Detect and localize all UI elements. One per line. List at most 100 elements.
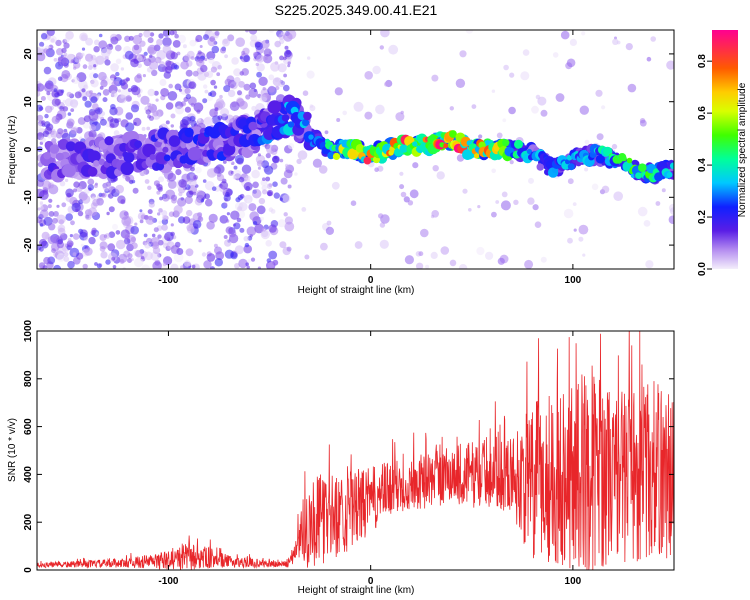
spectrogram-cell	[188, 81, 197, 90]
colorbar-tick-label: 0.8	[697, 54, 708, 68]
spectrogram-cell	[102, 97, 108, 103]
spectrogram-cell	[143, 30, 151, 38]
spectrogram-cell	[336, 118, 341, 122]
spectrogram-cell	[245, 30, 249, 33]
spectrogram-cell	[134, 140, 143, 149]
spectrogram-cell	[265, 176, 271, 182]
spectrogram-cell	[136, 73, 142, 79]
spectrogram-cell	[138, 32, 143, 38]
spectrogram-cell	[39, 206, 44, 211]
spectrogram-cell	[49, 144, 60, 154]
spectrogram-cell	[120, 67, 125, 71]
spectrogram-cell	[279, 197, 283, 201]
spectrogram-cell	[502, 118, 507, 123]
spectrogram-cell	[279, 241, 287, 249]
spectrogram-cell	[324, 130, 329, 135]
spectrogram-cell	[53, 58, 58, 62]
spectrogram-cell	[223, 85, 231, 93]
spectrogram-cell	[249, 211, 259, 221]
figure-title: S225.2025.349.00.41.E21	[275, 2, 438, 18]
spectrogram-cell	[142, 143, 156, 158]
spectrogram-cell	[155, 152, 168, 165]
spectrogram-cell	[216, 173, 225, 182]
spectrogram-cell	[112, 223, 118, 230]
spectrogram-cell	[209, 36, 216, 42]
spectrogram-cell	[255, 109, 260, 114]
spectrogram-cell	[145, 109, 151, 115]
spectrogram-cell	[184, 87, 191, 94]
spectrogram-cell	[425, 264, 430, 269]
spectrogram-cell	[87, 184, 95, 191]
spectrogram-cell	[239, 56, 243, 60]
spectrogram-cell	[37, 249, 40, 253]
spectrogram-cell	[260, 88, 270, 98]
spectrogram-cell	[227, 89, 236, 98]
spectrogram-cell	[513, 199, 519, 205]
spectrogram-cell	[111, 80, 118, 87]
spectrogram-cell	[202, 179, 207, 183]
spectrogram-cell	[375, 104, 385, 115]
spectrogram-cell	[202, 98, 208, 104]
spectrogram-cell	[502, 139, 510, 147]
spectrogram-cell	[177, 34, 186, 44]
spectrogram-cell	[214, 246, 222, 255]
spectrogram-cell	[147, 44, 158, 55]
spectrogram-cell	[286, 246, 292, 252]
spectrogram-cell	[201, 252, 207, 257]
spectrogram-cell	[161, 214, 168, 221]
spectrogram-cell	[77, 210, 84, 217]
spectrogram-cell	[526, 148, 533, 155]
spectrogram-cell	[245, 262, 249, 267]
spectrogram-cell	[491, 168, 497, 174]
spectrogram-cell	[265, 240, 273, 247]
spectrogram-cell	[155, 98, 159, 102]
spectrogram-cell	[88, 111, 99, 122]
spectrogram-cell	[243, 236, 249, 242]
spectrogram-cell	[552, 52, 559, 58]
spectrogram-cell	[180, 141, 188, 149]
spectrogram-cell	[113, 130, 120, 136]
y-tick-label: 0	[23, 567, 34, 573]
spectrogram-cell	[206, 51, 216, 61]
spectrogram-cell	[265, 153, 271, 159]
spectrogram-cell	[172, 40, 181, 48]
spectrogram-cell	[248, 121, 258, 131]
spectrogram-cell	[192, 220, 202, 229]
spectrogram-cell	[190, 166, 195, 172]
spectrogram-cell	[195, 166, 202, 174]
spectrogram-cell	[212, 91, 217, 96]
spectrogram-cell	[277, 63, 287, 73]
spectrogram-cell	[221, 38, 230, 47]
spectrogram-cell	[399, 184, 405, 190]
spectrogram-cell	[569, 38, 578, 47]
spectrogram-cell	[46, 91, 51, 96]
spectrogram-cell	[130, 258, 134, 262]
spectrogram-cell	[301, 207, 307, 212]
spectrogram-cell	[61, 47, 67, 54]
spectrogram-cell	[379, 239, 389, 249]
spectrogram-cell	[228, 170, 234, 176]
y-tick-label: 0	[23, 146, 34, 152]
spectrogram-cell	[267, 100, 282, 114]
spectrogram-cell	[170, 263, 179, 269]
spectrogram-cell	[80, 243, 84, 247]
spectrogram-cell	[223, 194, 231, 202]
spectrogram-cell	[637, 206, 648, 217]
spectrogram-cell	[81, 47, 86, 51]
spectrogram-cell	[225, 219, 230, 223]
spectrogram-cell	[258, 197, 266, 205]
spectrogram-cell	[555, 93, 565, 102]
spectrogram-cell	[42, 265, 48, 269]
spectrogram-cell	[165, 120, 170, 125]
spectrogram-cell	[208, 92, 213, 97]
spectrogram-cell	[228, 229, 237, 238]
spectrogram-cell	[187, 147, 202, 161]
spectrogram-cell	[468, 208, 472, 212]
spectrogram-cell	[96, 263, 102, 269]
spectrogram-cell	[195, 34, 203, 43]
spectrogram-cell	[320, 242, 328, 251]
spectrogram-cell	[596, 133, 604, 141]
spectrogram-cell	[462, 149, 473, 161]
spectrogram-cell	[257, 153, 261, 157]
spectrogram-cell	[89, 124, 97, 131]
